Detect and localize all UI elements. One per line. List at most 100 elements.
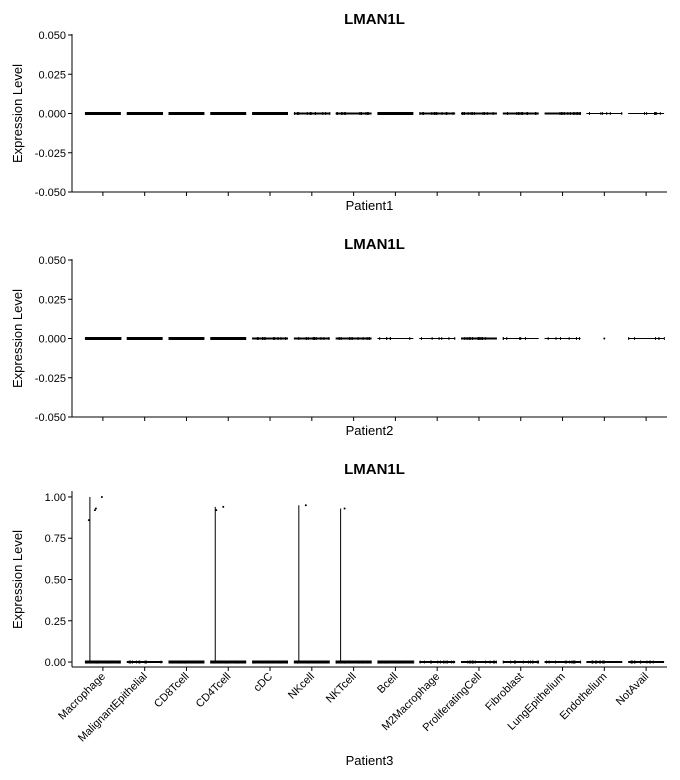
jitter-point-MalignantEpithelial bbox=[141, 337, 143, 340]
jitter-point-M2Macrophage bbox=[453, 660, 455, 664]
jitter-point-MalignantEpithelial bbox=[131, 660, 133, 664]
jitter-point-CD8Tcell bbox=[176, 337, 178, 340]
jitter-point-ProliferatingCell bbox=[471, 112, 473, 115]
jitter-point-Fibroblast bbox=[520, 337, 522, 340]
jitter-point-NotAvail bbox=[646, 112, 648, 115]
jitter-point-Macrophage bbox=[106, 112, 108, 115]
jitter-point-LungEpithelium bbox=[555, 660, 557, 664]
jitter-point-Bcell bbox=[382, 112, 384, 115]
jitter-point-NKTcell bbox=[359, 112, 361, 115]
jitter-point-MalignantEpithelial bbox=[133, 337, 135, 340]
jitter-point-CD4Tcell bbox=[226, 112, 227, 115]
jitter-point-NKcell bbox=[318, 660, 320, 664]
jitter-point-Fibroblast bbox=[526, 112, 528, 115]
jitter-point-Bcell bbox=[378, 112, 380, 115]
jitter-point-cDC bbox=[261, 112, 263, 115]
jitter-point-NotAvail bbox=[634, 660, 636, 664]
jitter-point-CD8Tcell bbox=[171, 112, 173, 115]
outlier-point-Macrophage bbox=[93, 509, 96, 512]
jitter-point-NKTcell bbox=[341, 112, 343, 115]
jitter-point-Bcell bbox=[395, 660, 397, 664]
jitter-point-cDC bbox=[277, 337, 279, 340]
jitter-point-Fibroblast bbox=[532, 660, 534, 664]
jitter-point-Bcell bbox=[383, 112, 385, 115]
jitter-point-MalignantEpithelial bbox=[145, 337, 146, 340]
jitter-point-M2Macrophage bbox=[448, 337, 450, 340]
jitter-point-NKcell bbox=[299, 660, 301, 664]
jitter-point-CD8Tcell bbox=[169, 337, 171, 340]
outlier-point-Macrophage bbox=[94, 507, 97, 510]
x-tick-label-Bcell: Bcell bbox=[375, 671, 400, 696]
jitter-point-ProliferatingCell bbox=[466, 337, 468, 340]
jitter-point-CD4Tcell bbox=[213, 337, 215, 340]
jitter-point-cDC bbox=[260, 660, 262, 664]
jitter-point-MalignantEpithelial bbox=[147, 337, 149, 340]
jitter-point-Fibroblast bbox=[536, 660, 538, 664]
jitter-point-Fibroblast bbox=[507, 112, 509, 115]
jitter-point-Macrophage bbox=[85, 660, 87, 664]
jitter-point-M2Macrophage bbox=[446, 660, 448, 664]
jitter-point-NKTcell bbox=[366, 112, 368, 115]
jitter-point-Bcell bbox=[379, 112, 381, 115]
outlier-point-Endothelium bbox=[603, 337, 606, 340]
jitter-point-NKTcell bbox=[366, 660, 368, 664]
jitter-point-CD4Tcell bbox=[236, 112, 238, 115]
jitter-point-LungEpithelium bbox=[559, 112, 561, 115]
jitter-point-CD4Tcell bbox=[227, 337, 229, 340]
outlier-point-NKcell bbox=[304, 504, 307, 507]
jitter-point-Macrophage bbox=[108, 112, 110, 115]
jitter-point-Fibroblast bbox=[515, 660, 517, 664]
jitter-point-M2Macrophage bbox=[434, 112, 436, 115]
jitter-point-Fibroblast bbox=[532, 660, 533, 664]
jitter-point-ProliferatingCell bbox=[472, 660, 474, 664]
jitter-point-cDC bbox=[269, 660, 271, 664]
jitter-point-NKTcell bbox=[359, 660, 361, 664]
jitter-point-ProliferatingCell bbox=[468, 337, 470, 340]
jitter-point-NKcell bbox=[322, 660, 324, 664]
jitter-point-CD4Tcell bbox=[213, 660, 215, 664]
jitter-point-CD8Tcell bbox=[176, 112, 178, 115]
jitter-point-Fibroblast bbox=[538, 660, 540, 664]
x-tick-label-Fibroblast: Fibroblast bbox=[483, 671, 526, 714]
jitter-point-NotAvail bbox=[654, 112, 655, 115]
jitter-point-MalignantEpithelial bbox=[161, 112, 162, 115]
jitter-point-Macrophage bbox=[85, 337, 87, 340]
jitter-point-M2Macrophage bbox=[445, 112, 447, 115]
jitter-point-Macrophage bbox=[100, 112, 102, 115]
jitter-point-NKcell bbox=[298, 112, 300, 115]
jitter-point-Bcell bbox=[390, 112, 392, 115]
jitter-point-NKcell bbox=[314, 660, 316, 664]
jitter-point-NKcell bbox=[322, 112, 324, 115]
jitter-point-cDC bbox=[280, 660, 282, 664]
jitter-point-ProliferatingCell bbox=[469, 660, 471, 664]
jitter-point-Fibroblast bbox=[535, 112, 537, 115]
jitter-point-MalignantEpithelial bbox=[132, 112, 134, 115]
jitter-point-M2Macrophage bbox=[452, 112, 454, 115]
jitter-point-ProliferatingCell bbox=[472, 337, 473, 340]
jitter-point-CD4Tcell bbox=[244, 337, 246, 340]
jitter-point-LungEpithelium bbox=[569, 660, 571, 664]
jitter-point-cDC bbox=[263, 660, 265, 664]
jitter-point-Bcell bbox=[387, 112, 389, 115]
jitter-point-CD4Tcell bbox=[233, 112, 235, 115]
jitter-point-NKcell bbox=[316, 660, 318, 664]
jitter-point-CD8Tcell bbox=[181, 660, 183, 664]
jitter-point-MalignantEpithelial bbox=[135, 660, 137, 664]
jitter-point-CD8Tcell bbox=[172, 660, 174, 664]
jitter-point-CD8Tcell bbox=[195, 660, 196, 664]
jitter-point-CD4Tcell bbox=[226, 660, 228, 664]
jitter-point-ProliferatingCell bbox=[469, 660, 471, 664]
jitter-point-CD8Tcell bbox=[173, 337, 174, 340]
jitter-point-MalignantEpithelial bbox=[139, 337, 140, 340]
jitter-point-Macrophage bbox=[98, 337, 100, 340]
y-tick-label: 0.50 bbox=[45, 575, 66, 587]
jitter-point-Fibroblast bbox=[502, 337, 504, 340]
jitter-point-NKTcell bbox=[349, 337, 351, 340]
jitter-point-Macrophage bbox=[105, 660, 107, 664]
jitter-point-cDC bbox=[259, 112, 261, 115]
jitter-point-M2Macrophage bbox=[419, 660, 421, 664]
jitter-point-NKcell bbox=[328, 337, 330, 340]
jitter-point-NKcell bbox=[308, 660, 310, 664]
jitter-point-cDC bbox=[261, 337, 263, 340]
jitter-point-MalignantEpithelial bbox=[156, 337, 158, 340]
